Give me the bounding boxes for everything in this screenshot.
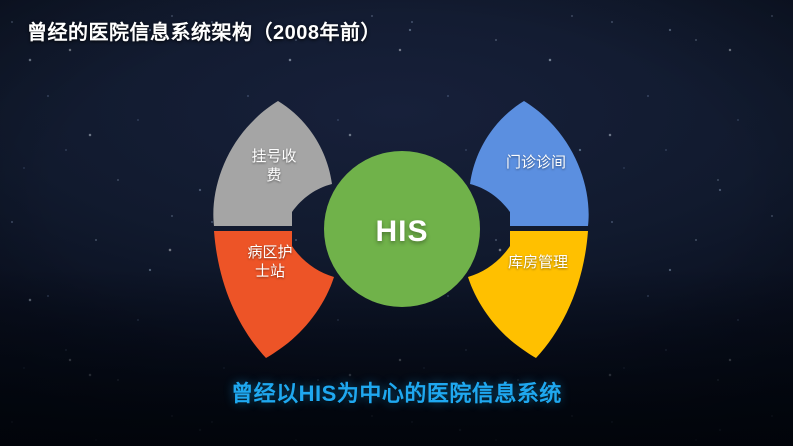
his-architecture-diagram: 挂号收 费 病区护 士站 门诊诊间 库房管理 HIS xyxy=(196,96,606,366)
slide-caption: 曾经以HIS为中心的医院信息系统 xyxy=(231,381,562,406)
center-circle-his[interactable] xyxy=(324,151,480,307)
petal-shape-outpatient-clinic-room[interactable] xyxy=(470,101,589,226)
petal-shape-registration-payment[interactable] xyxy=(213,101,332,226)
slide-title: 曾经的医院信息系统架构（2008年前） xyxy=(27,22,381,44)
petal-shape-ward-nurse-station[interactable] xyxy=(214,231,334,358)
petal-shape-warehouse-management[interactable] xyxy=(468,231,588,358)
diagram-shapes xyxy=(213,101,589,358)
